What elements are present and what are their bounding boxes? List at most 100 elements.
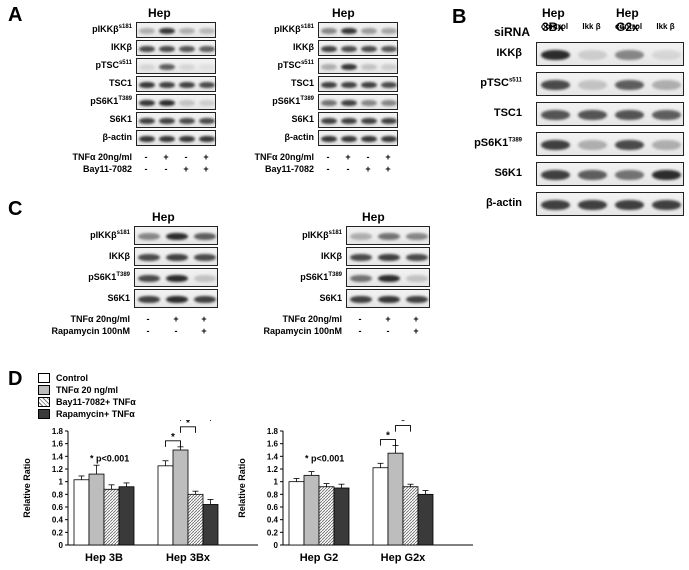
band	[406, 253, 428, 262]
band	[194, 274, 216, 283]
sirna-header: siRNA	[493, 25, 530, 39]
band	[321, 99, 337, 107]
blot-row-label: IKKβ	[60, 251, 130, 261]
band	[350, 274, 372, 283]
band	[381, 99, 397, 107]
protein-name: pIKKβ	[274, 24, 301, 34]
band	[139, 63, 155, 71]
band	[540, 49, 571, 61]
treatment-label: TNFα 20ng/ml	[254, 152, 314, 162]
protein-name: IKKβ	[111, 42, 132, 52]
blot-row-label: pS6K1T389	[270, 272, 342, 282]
bar	[387, 452, 404, 546]
protein-name: pS6K1	[88, 271, 117, 282]
y-tick-label: 0.2	[267, 528, 279, 537]
blot-row-label: pS6K1T389	[60, 272, 130, 282]
band	[159, 99, 175, 107]
band	[341, 99, 357, 107]
treatment-sign: -	[146, 314, 150, 324]
y-tick-label: 1.4	[52, 452, 64, 461]
cell-line-header: Hep G2x	[616, 6, 639, 34]
blot-row-label: S6K1	[60, 293, 130, 303]
y-tick-label: 0.8	[52, 490, 64, 499]
blot-strip	[136, 40, 216, 56]
protein-name: IKKβ	[496, 47, 522, 59]
bar	[303, 474, 320, 546]
legend-swatch-tnf	[38, 385, 50, 395]
y-tick-label: 0.8	[267, 490, 279, 499]
protein-name: pIKKβ	[90, 229, 117, 240]
y-tick-label: 1.6	[267, 440, 279, 449]
phospho-site: T389	[328, 271, 342, 278]
bar	[417, 493, 434, 546]
blot-strip	[536, 42, 684, 66]
legend-label-tnf: TNFα 20 ng/ml	[56, 385, 119, 395]
y-tick-label: 1.2	[52, 465, 64, 474]
band	[166, 274, 188, 283]
blot-strip	[136, 130, 216, 146]
bar	[103, 488, 120, 546]
band	[159, 81, 175, 89]
y-tick-label: 0.6	[267, 503, 279, 512]
band	[406, 295, 428, 304]
blot-row-label: β-actin	[60, 132, 133, 142]
treatment-sign: +	[201, 314, 207, 324]
band	[139, 81, 155, 89]
significance-star: *	[401, 420, 405, 428]
band	[321, 45, 337, 53]
band	[540, 79, 571, 91]
band	[614, 139, 645, 151]
protein-name: pTSC	[95, 60, 119, 70]
significance-bracket	[180, 420, 211, 421]
blot-row-label: S6K1	[470, 167, 522, 179]
protein-name: pIKKβ	[92, 24, 119, 34]
treatment-sign: -	[184, 152, 188, 162]
bar	[288, 481, 305, 546]
phospho-site: T389	[508, 137, 522, 144]
band	[341, 45, 357, 53]
blot-strip	[346, 226, 430, 245]
treatment-sign: -	[144, 164, 148, 174]
blot-strip	[318, 76, 398, 92]
significance-star: *	[386, 431, 390, 442]
band	[138, 295, 160, 304]
band	[540, 139, 571, 151]
treatment-sign: +	[385, 164, 391, 174]
band	[199, 45, 215, 53]
band	[614, 79, 645, 91]
legend-item-tnf: TNFα 20 ng/ml	[38, 384, 136, 396]
treatment-sign: -	[358, 326, 362, 336]
blot-row-label: β-actin	[470, 197, 522, 209]
band	[381, 63, 397, 71]
band	[651, 79, 682, 91]
band	[614, 109, 645, 121]
treatment-sign: -	[326, 164, 330, 174]
band	[321, 81, 337, 89]
blot-strip	[318, 130, 398, 146]
treatment-sign: +	[203, 152, 209, 162]
blot-row-label: TSC1	[470, 107, 522, 119]
significance-star: *	[171, 432, 175, 443]
y-tick-label: 1.6	[52, 440, 64, 449]
band	[614, 169, 645, 181]
band	[341, 27, 357, 35]
band	[651, 139, 682, 151]
bar	[202, 504, 219, 546]
y-tick-label: 1	[59, 478, 64, 487]
protein-name: β-actin	[284, 132, 315, 142]
band	[179, 63, 195, 71]
legend-swatch-bay	[38, 397, 50, 407]
band	[179, 135, 195, 143]
legend-item-bay: Bay11-7082+ TNFα	[38, 396, 136, 408]
band	[194, 295, 216, 304]
band	[540, 199, 571, 211]
bar	[118, 486, 135, 546]
band	[381, 81, 397, 89]
bar	[372, 467, 389, 546]
lane-label: Ikk β	[582, 22, 601, 31]
legend-label-bay: Bay11-7082+ TNFα	[56, 397, 136, 407]
bar	[333, 487, 350, 546]
treatment-label: TNFα 20ng/ml	[70, 314, 130, 324]
band	[577, 109, 608, 121]
band	[381, 27, 397, 35]
